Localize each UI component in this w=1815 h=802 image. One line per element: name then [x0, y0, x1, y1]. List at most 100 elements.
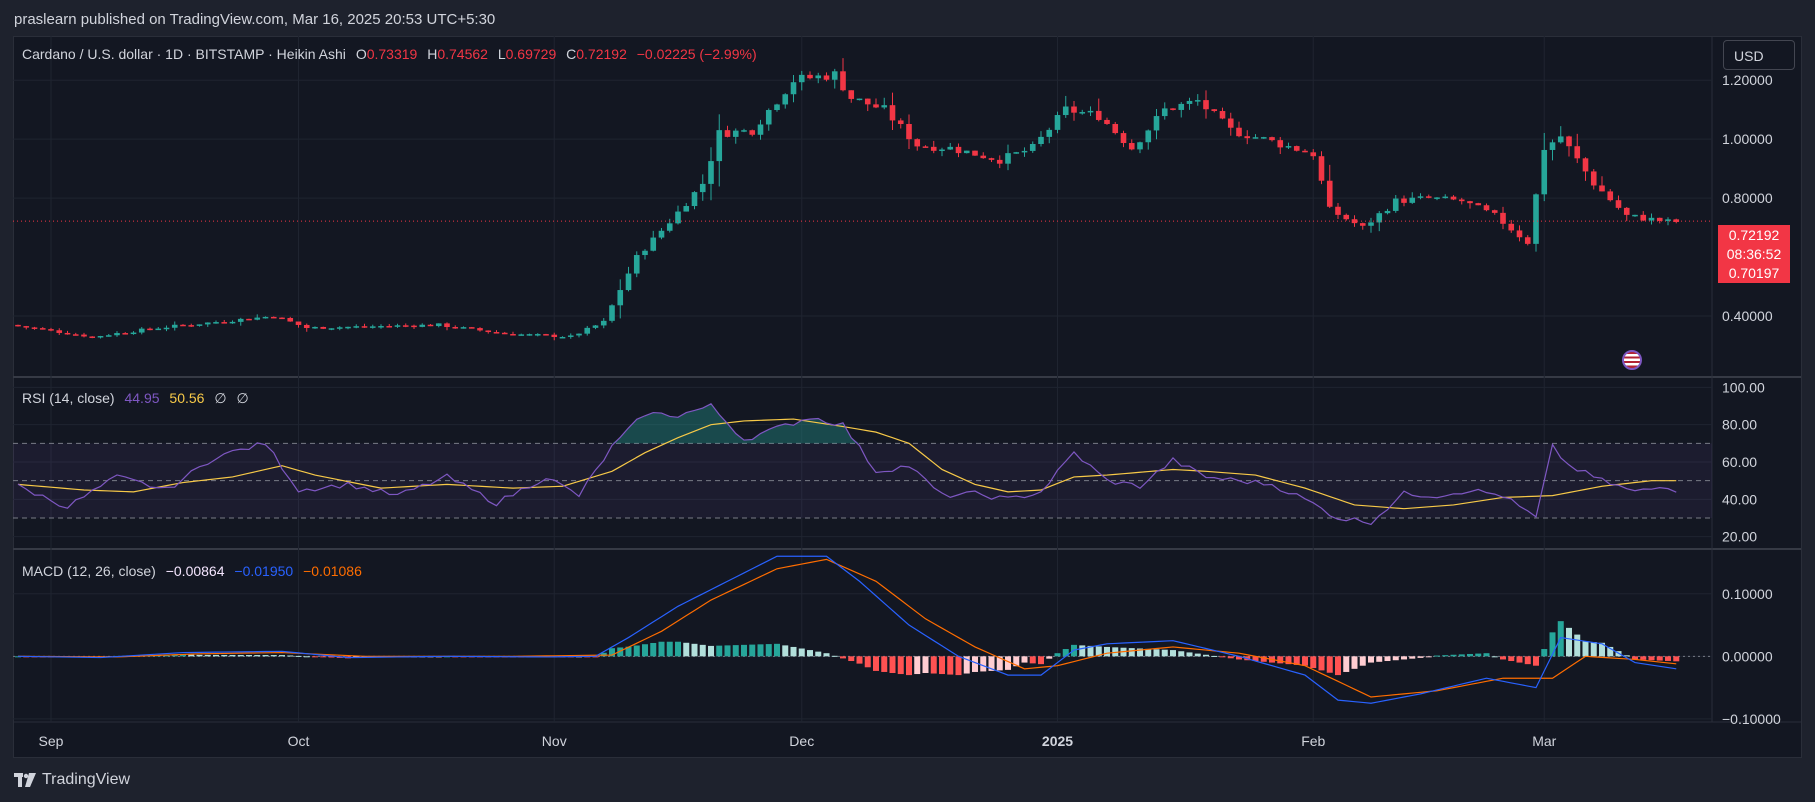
candle-body: [1541, 149, 1548, 195]
candle-body: [625, 273, 632, 291]
candle-body: [1557, 136, 1564, 143]
candle-body: [419, 324, 426, 327]
macd-histogram-bar: [180, 654, 186, 657]
macd-histogram-bar: [1293, 656, 1300, 665]
candle-body: [1648, 217, 1655, 221]
event-dot-icon[interactable]: [1646, 350, 1666, 370]
candle-body: [270, 316, 277, 319]
macd-histogram-bar: [1392, 656, 1399, 661]
candle-body: [1095, 110, 1102, 120]
candle-body: [1368, 222, 1374, 226]
y-tick-label: 60.00: [1722, 454, 1757, 470]
candle-body: [411, 325, 417, 328]
candle-body: [386, 326, 393, 328]
candle-body: [287, 317, 294, 322]
rsi-title[interactable]: RSI (14, close): [22, 390, 115, 406]
macd-histogram-bar: [1574, 634, 1581, 657]
countdown-badge: 08:36:52: [1718, 245, 1790, 264]
candle-body: [889, 105, 896, 121]
x-tick-label: Dec: [789, 733, 814, 749]
macd-value: −0.01950: [234, 563, 294, 579]
y-tick-label: 1.00000: [1722, 131, 1773, 147]
macd-histogram-bar: [295, 655, 302, 657]
candle-body: [633, 255, 640, 274]
candle-body: [774, 104, 780, 111]
y-tick-label: −0.10000: [1722, 711, 1781, 727]
macd-histogram-bar: [1632, 656, 1638, 660]
candle-body: [1203, 100, 1209, 110]
macd-histogram-bar: [633, 645, 640, 657]
candle-body: [163, 327, 170, 330]
macd-histogram-bar: [312, 656, 318, 658]
candle-body: [485, 330, 492, 333]
macd-histogram-bar: [609, 648, 615, 657]
candle-body: [48, 329, 54, 331]
currency-button[interactable]: USD: [1723, 40, 1795, 70]
candle-body: [369, 326, 376, 328]
candle-body: [642, 250, 648, 256]
candle-body: [1260, 137, 1267, 139]
macd-histogram-bar: [1310, 656, 1317, 669]
y-tick-label: 0.00000: [1722, 648, 1773, 664]
candle-body: [1071, 106, 1077, 113]
tradingview-logo-icon: [14, 773, 36, 787]
symbol-title[interactable]: Cardano / U.S. dollar · 1D · BITSTAMP · …: [22, 46, 346, 62]
macd-histogram-bar: [658, 641, 665, 657]
macd-histogram-bar: [666, 641, 673, 657]
candle-body: [1665, 219, 1671, 221]
candle-body: [1500, 212, 1506, 224]
macd-histogram-bar: [229, 654, 236, 657]
macd-histogram-bar: [798, 648, 805, 657]
brand[interactable]: TradingView: [14, 771, 130, 789]
macd-title[interactable]: MACD (12, 26, close): [22, 563, 156, 579]
macd-histogram-bar: [1260, 656, 1267, 662]
macd-histogram-bar: [279, 655, 285, 657]
change-value: −0.02225 (−2.99%): [636, 46, 757, 62]
candle-body: [897, 120, 904, 125]
macd-histogram-bar: [1491, 656, 1498, 658]
candle-body: [138, 328, 145, 333]
candle-body: [1384, 210, 1391, 214]
candle-body: [543, 334, 549, 336]
macd-histogram-bar: [1656, 656, 1663, 661]
macd-histogram-bar: [1368, 656, 1374, 663]
candle-body: [1640, 214, 1647, 221]
events-flag-icon[interactable]: [1622, 350, 1678, 372]
candle-body: [130, 332, 137, 335]
macd-histogram-bar: [1467, 653, 1473, 657]
macd-histogram-bar: [262, 655, 269, 657]
candle-body: [1458, 199, 1465, 202]
us-flag-icon[interactable]: [1622, 350, 1642, 370]
macd-histogram-bar: [204, 654, 211, 657]
candle-body: [1302, 150, 1308, 153]
candle-body: [1483, 205, 1490, 211]
macd-histogram-bar: [1500, 656, 1506, 660]
candle-body: [1137, 142, 1143, 150]
macd-histogram-bar: [1673, 656, 1680, 662]
candle-body: [716, 130, 723, 162]
brand-name: TradingView: [42, 771, 131, 788]
x-tick-label: Oct: [288, 733, 310, 749]
candle-body: [1590, 171, 1597, 186]
candle-body: [1359, 223, 1366, 226]
chart-frame[interactable]: [13, 36, 1802, 758]
macd-histogram-bar: [1054, 653, 1061, 657]
macd-histogram-bar: [881, 656, 888, 672]
candle-body: [1252, 137, 1259, 139]
macd-histogram-bar: [1326, 656, 1333, 673]
candle-body: [980, 155, 987, 159]
macd-histogram-bar: [270, 655, 277, 657]
y-tick-label: 0.80000: [1722, 190, 1773, 206]
macd-histogram-bar: [1145, 648, 1152, 657]
candle-body: [1392, 198, 1399, 211]
macd-histogram-bar: [1161, 649, 1168, 657]
candle-body: [378, 326, 384, 328]
rsi-line: [17, 403, 1677, 526]
rsi-overbought-fill: [18, 403, 1677, 444]
candle-body: [1293, 146, 1300, 151]
macd-histogram-bar: [1483, 653, 1490, 657]
candle-body: [1442, 196, 1449, 199]
close-value: 0.72192: [576, 46, 627, 62]
macd-histogram-bar: [1442, 655, 1449, 657]
